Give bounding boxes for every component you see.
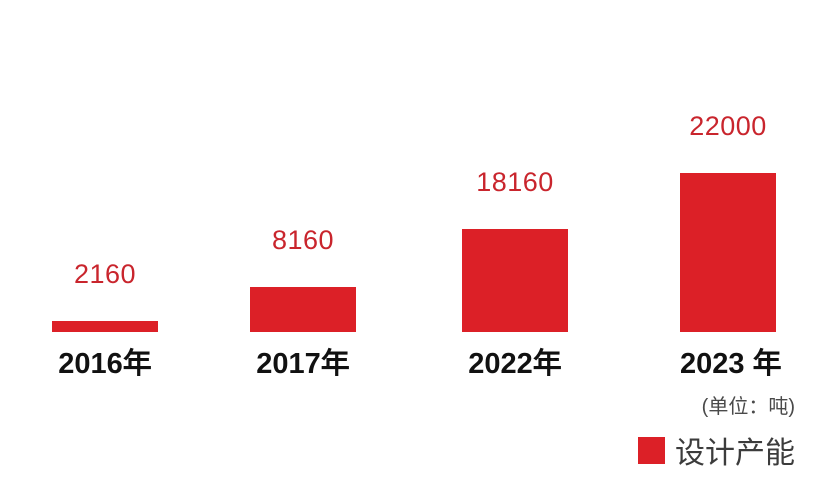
bar-2017[interactable] [250, 287, 356, 332]
bar-group-2022: 18160 [462, 0, 568, 332]
bar-2023[interactable] [680, 173, 776, 332]
category-label-2023: 2023 年 [680, 348, 782, 380]
legend-swatch-icon [638, 436, 665, 464]
plot-area: 2160 8160 18160 22000 [52, 0, 776, 332]
category-label-2016: 2016年 [58, 348, 152, 380]
bar-value-label: 8160 [271, 225, 335, 255]
legend-label: 设计产能 [675, 437, 795, 470]
bar-value-label: 22000 [689, 111, 767, 141]
category-label-2022: 2022年 [468, 348, 562, 380]
category-label-2017: 2017年 [256, 348, 350, 380]
bar-value-label: 2160 [73, 259, 137, 289]
legend: 设计产能 [638, 428, 795, 472]
bar-2022[interactable] [462, 229, 568, 332]
unit-note: (单位：吨) [701, 396, 795, 418]
bar-group-2016: 2160 [52, 0, 158, 332]
bar-group-2017: 8160 [250, 0, 356, 332]
bar-2016[interactable] [52, 321, 158, 332]
bar-value-label: 18160 [476, 167, 554, 197]
bar-group-2023: 22000 [680, 0, 776, 332]
